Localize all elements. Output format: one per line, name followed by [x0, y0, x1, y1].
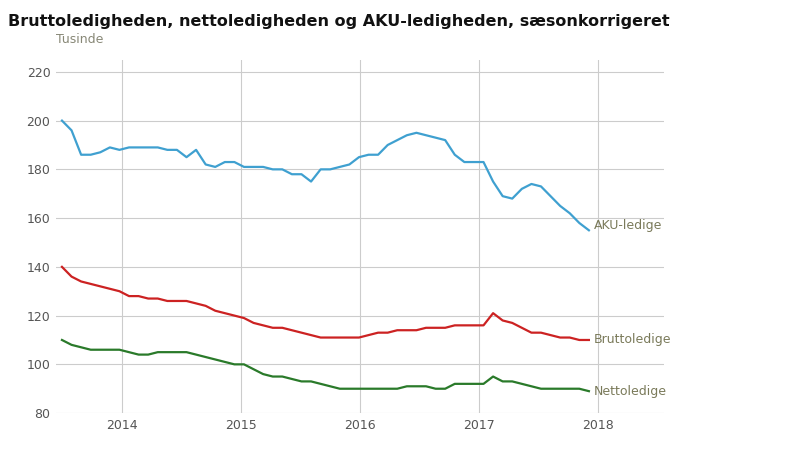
- Text: Bruttoledigheden, nettoledigheden og AKU-ledigheden, sæsonkorrigeret: Bruttoledigheden, nettoledigheden og AKU…: [8, 14, 670, 29]
- Text: Bruttoledige: Bruttoledige: [594, 334, 671, 347]
- Text: AKU-ledige: AKU-ledige: [594, 219, 662, 232]
- Text: Nettoledige: Nettoledige: [594, 385, 666, 397]
- Text: Tusinde: Tusinde: [56, 33, 103, 45]
